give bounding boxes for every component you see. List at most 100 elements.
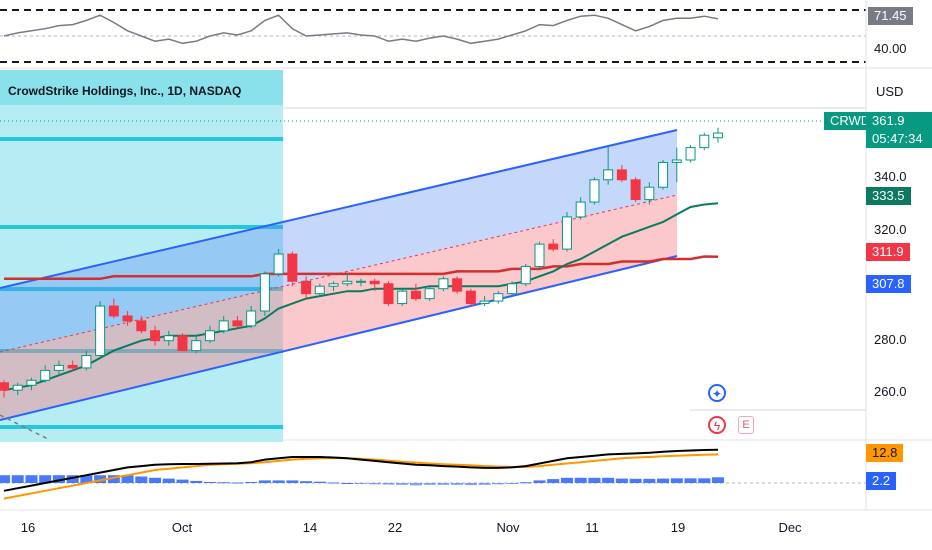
channel-low-tag: 307.8 <box>866 275 911 293</box>
time-label-11: 11 <box>585 520 599 535</box>
rsi-line <box>3 14 719 45</box>
macd-hist-bar <box>478 483 491 485</box>
macd-hist-bar <box>437 483 450 485</box>
candle-body <box>53 364 64 371</box>
macd-hist-tag: 2.2 <box>866 472 897 490</box>
price-tick-340: 340.0 <box>874 169 907 184</box>
macd-hist-bar <box>547 479 560 483</box>
macd-hist-bar <box>588 477 601 483</box>
date-range-header <box>0 70 283 105</box>
macd-hist-bar <box>670 478 683 483</box>
macd-hist-bar <box>272 480 285 483</box>
candle-body <box>589 179 600 203</box>
currency-label[interactable]: USD <box>876 84 904 99</box>
rsi-pane <box>0 9 866 63</box>
candle-body <box>177 335 188 352</box>
macd-hist-bar <box>657 478 670 483</box>
macd-hist-bar <box>300 481 313 483</box>
candle-body <box>95 305 106 357</box>
earnings-badge[interactable]: E <box>738 416 754 434</box>
macd-hist-bar <box>162 478 175 483</box>
candle-body <box>136 320 147 332</box>
candle-body <box>122 315 133 322</box>
candle-body <box>356 280 366 283</box>
candle-body <box>108 305 119 317</box>
rsi-line-group <box>3 14 719 45</box>
candle-body <box>410 290 421 300</box>
candle-body <box>369 280 380 285</box>
macd-group <box>0 448 724 500</box>
flash-icon[interactable]: ϟ <box>708 416 726 434</box>
macd-hist-bar <box>643 478 656 483</box>
channel-lower-fill <box>0 195 677 420</box>
candle-body <box>150 330 161 342</box>
candle-body <box>699 134 710 149</box>
candle-body <box>479 300 490 305</box>
time-label-16: 16 <box>20 520 36 535</box>
time-label-19: 19 <box>670 520 686 535</box>
candle-body <box>163 335 174 342</box>
price-tick-280: 280.0 <box>874 332 907 347</box>
macd-hist-bar <box>409 483 422 486</box>
macd-hist-bar <box>451 483 464 485</box>
macd-hist-bar <box>231 482 244 484</box>
macd-hist-bar <box>176 479 189 483</box>
candle-body <box>713 132 723 139</box>
macd-hist-bar <box>258 480 271 483</box>
candle-body <box>575 201 586 218</box>
channel-lower-line[interactable] <box>0 255 678 421</box>
candle-body <box>314 285 325 295</box>
candle-body <box>383 283 394 305</box>
macd-hist-bar <box>533 480 546 483</box>
compass-icon[interactable]: ✦ <box>708 384 726 402</box>
last-price-value: 361.9 <box>872 113 905 128</box>
channel-upper-line[interactable] <box>0 129 678 289</box>
rsi-level-tick: 40.00 <box>874 41 907 56</box>
macd-hist-bar <box>698 478 711 483</box>
candle-body <box>507 283 518 295</box>
candle-body <box>328 283 339 287</box>
candle-body <box>273 253 284 275</box>
macd-hist-bar <box>245 481 258 483</box>
macd-hist-bar <box>52 475 65 483</box>
candle-body <box>534 243 545 267</box>
macd-hist-bar <box>313 481 326 483</box>
macd-hist-bar <box>149 477 162 483</box>
symbol-title[interactable]: CrowdStrike Holdings, Inc., 1D, NASDAQ <box>8 84 242 98</box>
candle-body <box>342 280 353 285</box>
macd-hist-bar <box>121 475 134 483</box>
candle-body <box>397 290 408 305</box>
macd-hist-bar <box>203 481 216 483</box>
candle-body <box>246 310 257 327</box>
candle-body <box>561 216 572 250</box>
macd-hist-bar <box>464 483 477 486</box>
candle-body <box>40 369 51 381</box>
rsi-value-tag: 71.45 <box>868 7 913 25</box>
bar-countdown: 05:47:34 <box>872 131 923 146</box>
candle-body <box>81 355 92 369</box>
channel-upper-fill <box>0 130 677 352</box>
channel-mid-line[interactable] <box>0 194 678 353</box>
macd-hist-bar <box>602 477 615 483</box>
macd-hist-bar <box>615 478 628 483</box>
macd-hist-bar <box>492 483 505 485</box>
candle-body <box>671 159 682 163</box>
last-price-tag: 361.9 05:47:34 <box>866 112 932 148</box>
ma-fast-tag: 333.5 <box>866 187 911 205</box>
trend-line-dashed[interactable] <box>0 414 51 441</box>
macd-hist-bar <box>684 478 697 483</box>
macd-hist-bar <box>519 482 532 484</box>
candle-body <box>26 379 37 386</box>
candles-group <box>0 127 723 398</box>
candle-body <box>301 280 312 295</box>
price-tick-260: 260.0 <box>874 384 907 399</box>
time-label-14: 14 <box>302 520 318 535</box>
ticker-tag[interactable]: CRWD <box>824 112 877 130</box>
macd-hist-bar <box>11 475 24 483</box>
candle-body <box>287 253 298 282</box>
macd-hist-bar <box>190 480 203 483</box>
macd-hist-bar <box>0 475 10 483</box>
macd-hist-bar <box>94 475 107 483</box>
